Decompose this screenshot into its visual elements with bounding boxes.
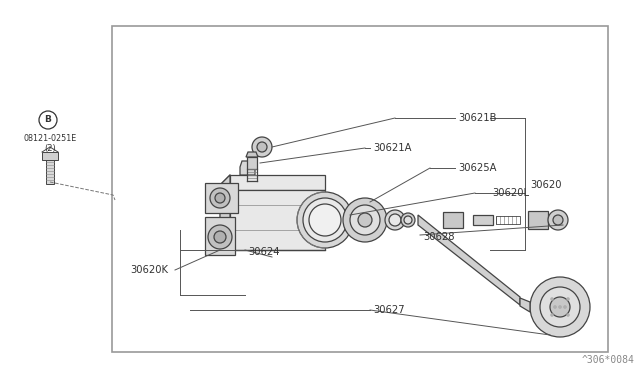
Circle shape (550, 298, 554, 301)
Text: B: B (45, 115, 51, 125)
Polygon shape (240, 161, 255, 175)
Circle shape (530, 277, 590, 337)
Circle shape (297, 192, 353, 248)
Text: (2): (2) (44, 144, 56, 153)
Circle shape (358, 213, 372, 227)
Circle shape (385, 210, 405, 230)
Circle shape (252, 137, 272, 157)
Bar (112, 26, 608, 352)
Circle shape (550, 314, 554, 317)
Polygon shape (473, 215, 493, 225)
Polygon shape (230, 175, 325, 190)
Circle shape (389, 214, 401, 226)
Polygon shape (230, 190, 325, 250)
Polygon shape (528, 211, 548, 229)
Text: 30625A: 30625A (458, 163, 497, 173)
Circle shape (566, 314, 570, 317)
Text: 08121-0251E: 08121-0251E (24, 134, 77, 143)
Text: 30624: 30624 (248, 247, 280, 257)
Circle shape (350, 205, 380, 235)
Polygon shape (46, 160, 54, 184)
Text: 30628: 30628 (423, 232, 454, 242)
Circle shape (559, 305, 561, 308)
Polygon shape (246, 152, 258, 157)
Circle shape (401, 213, 415, 227)
Text: 30620K: 30620K (130, 265, 168, 275)
Circle shape (563, 305, 566, 308)
Polygon shape (443, 212, 463, 228)
Polygon shape (247, 157, 257, 169)
Circle shape (208, 225, 232, 249)
Text: 30627: 30627 (373, 305, 404, 315)
Text: ^306*0084: ^306*0084 (582, 355, 635, 365)
Polygon shape (418, 215, 520, 305)
Circle shape (210, 188, 230, 208)
Text: 30621A: 30621A (373, 143, 412, 153)
Circle shape (566, 298, 570, 301)
Circle shape (540, 287, 580, 327)
Text: 30620L: 30620L (492, 188, 529, 198)
Polygon shape (520, 298, 530, 312)
Polygon shape (205, 183, 238, 213)
Text: 30621B: 30621B (458, 113, 497, 123)
Circle shape (214, 231, 226, 243)
Circle shape (404, 216, 412, 224)
Circle shape (309, 204, 341, 236)
Circle shape (343, 198, 387, 242)
Circle shape (553, 215, 563, 225)
Circle shape (550, 297, 570, 317)
Circle shape (548, 210, 568, 230)
Polygon shape (205, 217, 235, 255)
Polygon shape (220, 175, 230, 250)
Text: 30620: 30620 (530, 180, 561, 190)
Circle shape (303, 198, 347, 242)
Circle shape (215, 193, 225, 203)
Circle shape (257, 142, 267, 152)
Polygon shape (42, 152, 58, 160)
Circle shape (554, 305, 557, 308)
